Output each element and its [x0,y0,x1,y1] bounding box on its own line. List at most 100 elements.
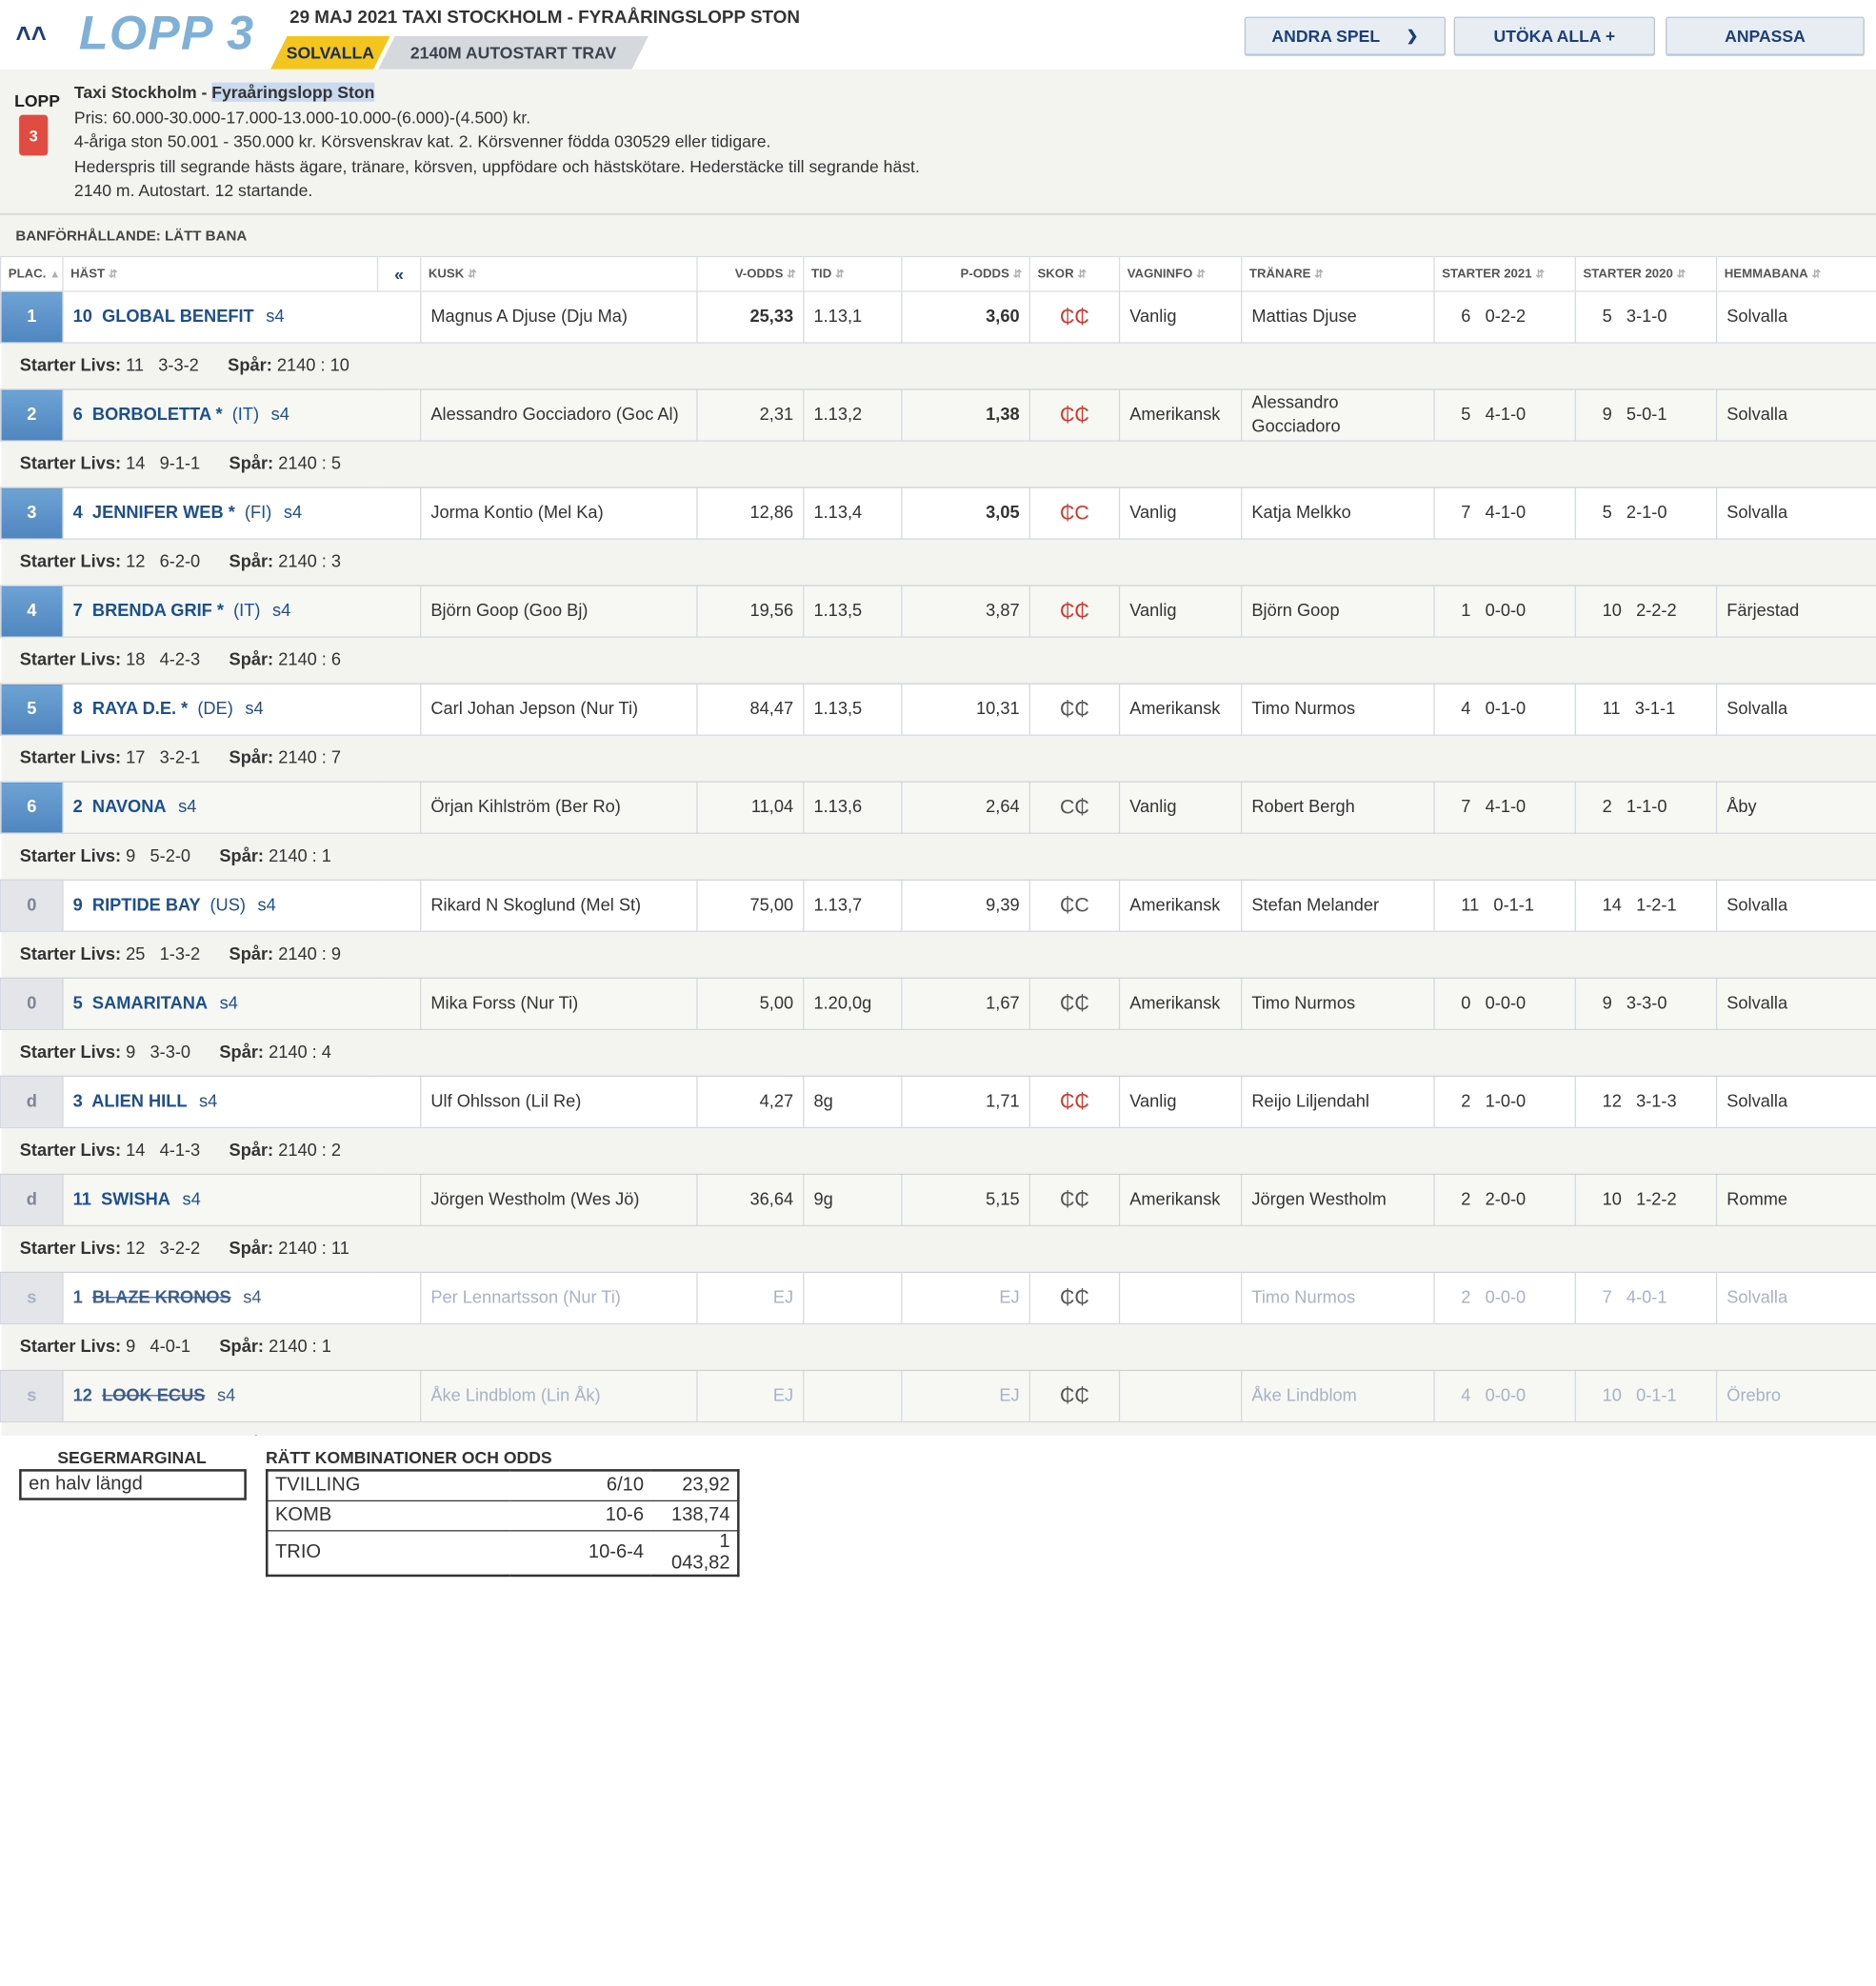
horse-cell[interactable]: 4 JENNIFER WEB * (FI) s4 [62,487,422,540]
horse-name[interactable]: LOOK ECUS [102,1386,206,1406]
driver[interactable]: Magnus A Djuse (Dju Ma) [420,290,698,344]
trainer[interactable]: Katja Melkko [1241,487,1435,540]
horse-name[interactable]: BRENDA GRIF [91,602,212,622]
starter-livs-label: Starter Livs: [19,1337,122,1357]
horse-cell[interactable]: 1 BLAZE KRONOS s4 [62,1271,422,1325]
horse-name[interactable]: SWISHA [101,1190,170,1210]
driver[interactable]: Jorma Kontio (Mel Ka) [420,487,698,540]
col-tid[interactable]: TID ⇵ [803,255,903,292]
trainer[interactable]: Robert Bergh [1241,781,1435,834]
track-tag[interactable]: SOLVALLA [270,36,390,70]
horse-name[interactable]: BORBOLETTA [91,405,211,426]
horse-name[interactable]: GLOBAL BENEFIT [102,307,254,328]
post-position: 2140 : 7 [278,748,342,768]
home-track: Färjestad [1715,585,1876,638]
bet-odds: 138,74 [650,1499,739,1532]
horse-name[interactable]: NAVONA [91,798,167,818]
cart-info [1118,1369,1243,1423]
driver[interactable]: Ulf Ohlsson (Lil Re) [420,1075,698,1128]
horse-name[interactable]: RAYA D.E. [91,700,177,720]
horse-name[interactable]: RIPTIDE BAY [91,896,201,916]
driver[interactable]: Åke Lindblom (Lin Åk) [420,1369,698,1423]
driver[interactable]: Per Lennartsson (Nur Ti) [420,1271,698,1325]
placement: 4 [0,585,64,638]
driver[interactable]: Jörgen Westholm (Wes Jö) [420,1173,698,1227]
horse-cell[interactable]: 5 SAMARITANA s4 [62,977,422,1030]
anpassa-button[interactable]: ANPASSA [1666,16,1865,55]
horse-cell[interactable]: 8 RAYA D.E. * (DE) s4 [62,683,422,736]
col-tranare[interactable]: TRÄNARE ⇵ [1241,255,1435,292]
driver[interactable]: Carl Johan Jepson (Nur Ti) [420,683,698,736]
horse-cell[interactable]: 11 SWISHA s4 [62,1173,422,1227]
trainer[interactable]: Reijo Liljendahl [1241,1075,1435,1128]
kombinationer-table: TVILLING 6/10 23,92 KOMB 10-6 138,74 TRIO 10-6-… [265,1469,740,1578]
driver[interactable]: Björn Goop (Goo Bj) [420,585,698,638]
trainer[interactable]: Timo Nurmos [1241,977,1435,1030]
horse-cell[interactable]: 3 ALIEN HILL s4 [62,1075,422,1128]
table-row[interactable]: s 12 LOOK ECUS s4 Åke Lindblom (Lin Åk) EJ EJ… [0,1369,1876,1423]
trainer[interactable]: Mattias Djuse [1241,290,1435,344]
row-details: Starter Livs: 18 4-2-3 Spår: 2140 : 6 [0,637,1876,685]
col-hast[interactable]: HÄST ⇵ [62,255,379,292]
horse-cell[interactable]: 2 NAVONA s4 [62,781,422,834]
trainer[interactable]: Timo Nurmos [1241,1271,1435,1325]
trainer[interactable]: Jörgen Westholm [1241,1173,1435,1227]
driver[interactable]: Alessandro Gocciadoro (Goc Al) [420,388,698,442]
driver[interactable]: Örjan Kihlström (Ber Ro) [420,781,698,834]
horse-name[interactable]: BLAZE KRONOS [91,1288,231,1308]
trainer[interactable]: Stefan Melander [1241,879,1435,932]
col-kusk[interactable]: KUSK ⇵ [420,255,698,292]
trainer[interactable]: Alessandro Gocciadoro [1241,388,1435,442]
collapse-up-icon[interactable]: ˄˄ [15,19,47,50]
race-name-prefix: Taxi Stockholm - [73,82,212,102]
career-stats: Starter Livs: 14 9-1-1 Spår: 2140 : 5 [0,441,1876,488]
col-hemmabana[interactable]: HEMMABANA ⇵ [1715,255,1876,292]
trainer[interactable]: Timo Nurmos [1241,683,1435,736]
horse-name[interactable]: ALIEN HILL [91,1092,188,1112]
horse-cell[interactable]: 6 BORBOLETTA * (IT) s4 [62,388,422,442]
driver[interactable]: Rikard N Skoglund (Mel St) [420,879,698,932]
col-plac[interactable]: PLAC. ▲ [0,255,64,292]
starts-2021-count: 4 [1461,700,1471,720]
driver[interactable]: Mika Forss (Nur Ti) [420,977,698,1030]
col-podds[interactable]: P-ODDS ⇵ [901,255,1030,292]
kombination-row: KOMB 10-6 138,74 [266,1499,739,1532]
starts-2020-record: 4-0-1 [1626,1288,1667,1308]
utoka-alla-button[interactable]: UTÖKA ALLA + [1453,16,1655,55]
table-row[interactable]: d 11 SWISHA s4 Jörgen Westholm (Wes Jö) 36,6… [0,1173,1876,1227]
col-vagninfo[interactable]: VAGNINFO ⇵ [1118,255,1243,292]
horse-cell[interactable]: 10 GLOBAL BENEFIT s4 [62,290,422,344]
horse-cell[interactable]: 12 LOOK ECUS s4 [62,1369,422,1423]
col-starter2020[interactable]: STARTER 2020 ⇵ [1574,255,1718,292]
horse-country: (IT) [231,405,260,426]
horse-name[interactable]: JENNIFER WEB [91,504,224,524]
collapse-columns-button[interactable]: « [376,255,422,292]
horse-cell[interactable]: 7 BRENDA GRIF * (IT) s4 [62,585,422,638]
col-skor[interactable]: SKOR ⇵ [1028,255,1121,292]
post-position: 2140 : 9 [278,944,342,964]
col-starter2021[interactable]: STARTER 2021 ⇵ [1433,255,1576,292]
trainer[interactable]: Åke Lindblom [1241,1369,1435,1423]
col-vodds[interactable]: V-ODDS ⇵ [696,255,805,292]
andra-spel-button[interactable]: ANDRA SPEL ❯ [1244,16,1446,55]
horse-name[interactable]: SAMARITANA [91,994,209,1014]
starts-2020-count: 14 [1602,896,1622,916]
starts-2021-record: 1-0-0 [1485,1092,1527,1112]
race-time: 8g [803,1075,903,1128]
career-record: 1-3-2 [159,944,201,964]
horse-cell[interactable]: 9 RIPTIDE BAY (US) s4 [62,879,422,932]
table-row[interactable]: 1 10 GLOBAL BENEFIT s4 Magnus A Djuse (Dju … [0,290,1876,344]
start-number: 4 [72,504,83,524]
sort-icon: ⇵ [1314,268,1324,281]
trainer[interactable]: Björn Goop [1241,585,1435,638]
race-name-highlight: Fyraåringslopp Ston [211,82,375,102]
